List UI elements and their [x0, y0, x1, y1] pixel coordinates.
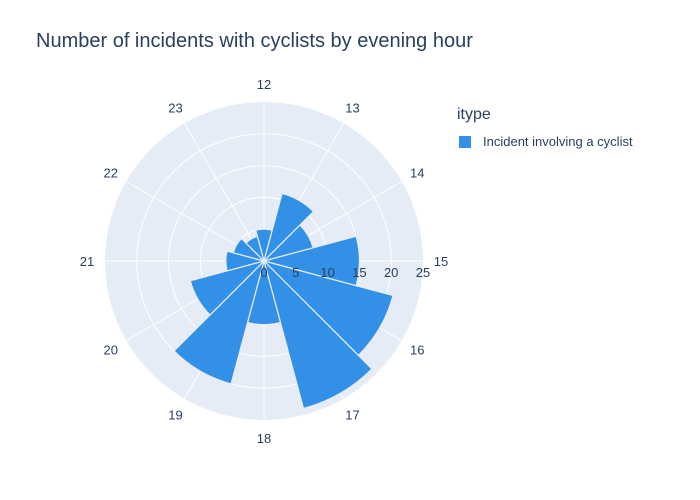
bar-hour-21 [225, 250, 267, 272]
angular-tick-label: 16 [410, 343, 424, 358]
angular-tick-label: 15 [434, 254, 448, 269]
angular-tick-label: 21 [80, 254, 94, 269]
angular-tick-label: 23 [168, 101, 182, 116]
angular-tick-label: 20 [103, 343, 117, 358]
bar-hour-23 [245, 235, 266, 264]
bar-hour-22 [232, 237, 267, 263]
bar-hour-20 [189, 259, 267, 316]
angular-tick-label: 14 [410, 166, 424, 181]
radial-tick-label: 15 [352, 265, 366, 280]
radial-tick-label: 10 [320, 265, 334, 280]
angular-tick-label: 17 [345, 407, 359, 422]
legend-title: itype [457, 106, 491, 123]
angular-tick-label: 22 [103, 166, 117, 181]
legend-swatch [459, 135, 471, 148]
legend-label: Incident involving a cyclist [483, 134, 633, 149]
angular-tick-label: 19 [168, 407, 182, 422]
angular-tick-label: 12 [257, 77, 271, 92]
legend-item-cyclist[interactable]: Incident involving a cyclist [459, 134, 633, 149]
radial-tick-label: 5 [292, 265, 299, 280]
angular-grid-line [184, 123, 265, 262]
angular-tick-label: 13 [345, 101, 359, 116]
bar-hour-13 [262, 192, 315, 264]
radial-tick-label: 20 [384, 265, 398, 280]
bar-hour-17 [262, 258, 373, 410]
radial-tick-label: 25 [416, 265, 430, 280]
bar-hour-19 [173, 258, 266, 385]
angular-tick-label: 18 [257, 431, 271, 446]
radial-tick-label: 0 [260, 265, 267, 280]
chart-title: Number of incidents with cyclists by eve… [36, 30, 473, 52]
legend: itype Incident involving a cyclist [457, 106, 633, 149]
